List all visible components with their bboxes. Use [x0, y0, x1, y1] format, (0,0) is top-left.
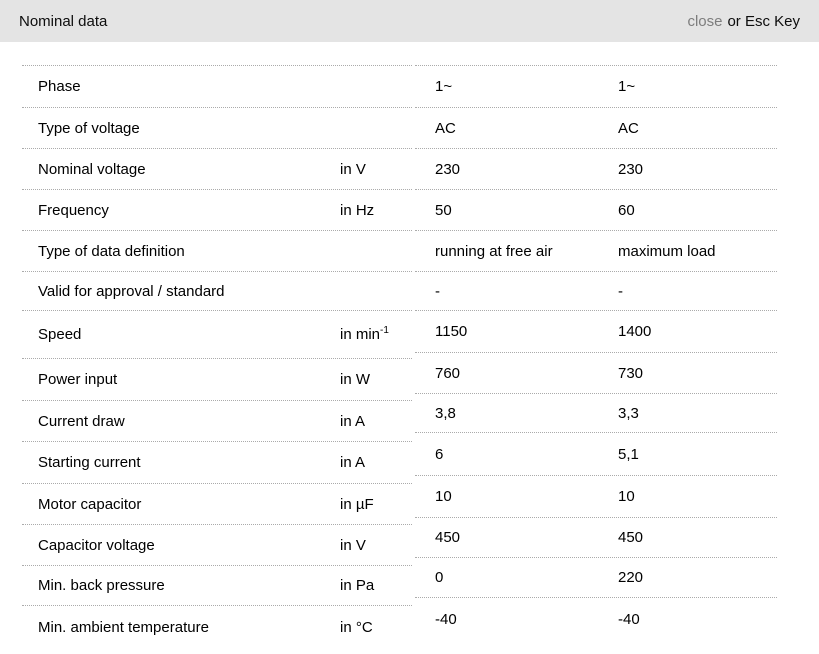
row-unit-exponent: -1 — [380, 325, 389, 336]
row-label: Starting current — [38, 454, 141, 471]
row-unit: in Hz — [340, 201, 375, 219]
row-value-60hz: 10 — [618, 488, 635, 505]
row-label: Capacitor voltage — [38, 536, 155, 554]
row-label: Min. ambient temperature — [38, 619, 209, 636]
table-row-values: 6 5,1 — [415, 432, 777, 475]
table-row-values: 450 450 — [415, 517, 777, 557]
row-label: Motor capacitor — [38, 495, 142, 513]
table-row-labels: Frequency in Hz — [22, 189, 412, 230]
row-unit: in V — [340, 160, 366, 178]
row-label: Min. back pressure — [38, 577, 165, 594]
table-row-labels: Type of voltage — [22, 107, 412, 148]
row-value-60hz: 730 — [618, 364, 644, 382]
row-value-50hz: 6 — [435, 445, 444, 463]
close-area: close or Esc Key — [687, 13, 800, 30]
row-value-50hz: AC — [435, 119, 456, 137]
row-unit: in Pa — [340, 577, 375, 594]
table-row-values: -- — [415, 271, 777, 310]
row-value-60hz: 3,3 — [618, 404, 639, 422]
table-row-labels: Min. back pressure in Pa — [22, 565, 412, 605]
values-column: 1~ 1~ AC AC 230 230 50 60 running at free air max… — [415, 65, 777, 649]
row-value-50hz: 3,8 — [435, 404, 456, 422]
row-label: Frequency — [38, 201, 109, 219]
row-unit: in °C — [340, 619, 373, 636]
table-row-labels: Nominal voltage in V — [22, 148, 412, 189]
row-label: Power input — [38, 371, 118, 388]
row-label: Speed — [38, 326, 82, 343]
row-label: Nominal voltage — [38, 160, 146, 178]
table-row-values: -40 -40 — [415, 597, 777, 641]
row-unit: in A — [340, 454, 366, 471]
row-label: Type of data definition — [38, 242, 185, 260]
table-row-values: 1150 1400 — [415, 310, 777, 352]
table-row-values: 3,8 3,3 — [415, 393, 777, 432]
nominal-data-table: Phase Type of voltage Nominal voltage in V F… — [22, 65, 777, 649]
table-row-values: 1~ 1~ — [415, 65, 777, 107]
esc-key-hint: or Esc Key — [727, 12, 800, 30]
row-unit: in µF — [340, 495, 374, 513]
dialog-header: Nominal data close or Esc Key — [0, 0, 819, 42]
table-row-labels: Type of data definition — [22, 230, 412, 271]
table-row-values: 10 10 — [415, 475, 777, 517]
table-row-values: 760 730 — [415, 352, 777, 393]
table-row-values: 230 230 — [415, 148, 777, 189]
row-value-50hz: running at free air — [435, 242, 553, 260]
row-value-50hz: 450 — [435, 529, 461, 546]
table-row-labels: Phase — [22, 65, 412, 107]
table-row-labels: Starting current in A — [22, 441, 412, 483]
row-value-50hz: 50 — [435, 201, 452, 219]
table-row-values: AC AC — [415, 107, 777, 148]
table-row-labels: Current draw in A — [22, 400, 412, 441]
table-row-labels: Capacitor voltage in V — [22, 524, 412, 565]
row-value-50hz: 1~ — [435, 78, 453, 95]
table-row-values: 50 60 — [415, 189, 777, 230]
row-value-60hz: 450 — [618, 529, 644, 546]
row-value-50hz: -40 — [435, 611, 457, 628]
row-label: Valid for approval / standard — [38, 282, 225, 300]
row-value-50hz: 230 — [435, 160, 461, 178]
labels-units-column: Phase Type of voltage Nominal voltage in V F… — [22, 65, 412, 649]
row-value-50hz: - — [435, 282, 440, 300]
close-link[interactable]: close — [687, 12, 723, 30]
row-value-50hz: 0 — [435, 569, 444, 586]
row-value-60hz: 220 — [618, 569, 644, 586]
row-value-60hz: - — [618, 282, 623, 300]
table-row-labels: Power input in W — [22, 358, 412, 400]
row-value-50hz: 10 — [435, 488, 452, 505]
row-value-60hz: 60 — [618, 201, 635, 219]
row-value-60hz: 5,1 — [618, 445, 639, 463]
row-label: Type of voltage — [38, 119, 140, 137]
row-unit: in W — [340, 371, 370, 388]
row-value-60hz: 1~ — [618, 78, 636, 95]
row-value-50hz: 1150 — [435, 323, 468, 340]
row-value-60hz: AC — [618, 119, 639, 137]
table-row-labels: Valid for approval / standard — [22, 271, 412, 310]
row-label: Current draw — [38, 412, 125, 430]
row-value-60hz: 1400 — [618, 323, 652, 340]
row-label: Phase — [38, 78, 81, 95]
table-row-labels: Motor capacitor in µF — [22, 483, 412, 524]
table-row-labels: Speed in min-1 — [22, 310, 412, 358]
row-unit: in A — [340, 412, 366, 430]
row-value-60hz: 230 — [618, 160, 644, 178]
row-value-60hz: maximum load — [618, 242, 716, 260]
row-unit: in min-1 — [340, 325, 389, 344]
row-value-60hz: -40 — [618, 611, 640, 628]
row-unit: in V — [340, 536, 366, 554]
row-value-50hz: 760 — [435, 364, 461, 382]
table-row-values: running at free air maximum load — [415, 230, 777, 271]
dialog-title: Nominal data — [19, 12, 108, 30]
table-row-values: 0 220 — [415, 557, 777, 597]
table-row-labels: Min. ambient temperature in °C — [22, 605, 412, 649]
